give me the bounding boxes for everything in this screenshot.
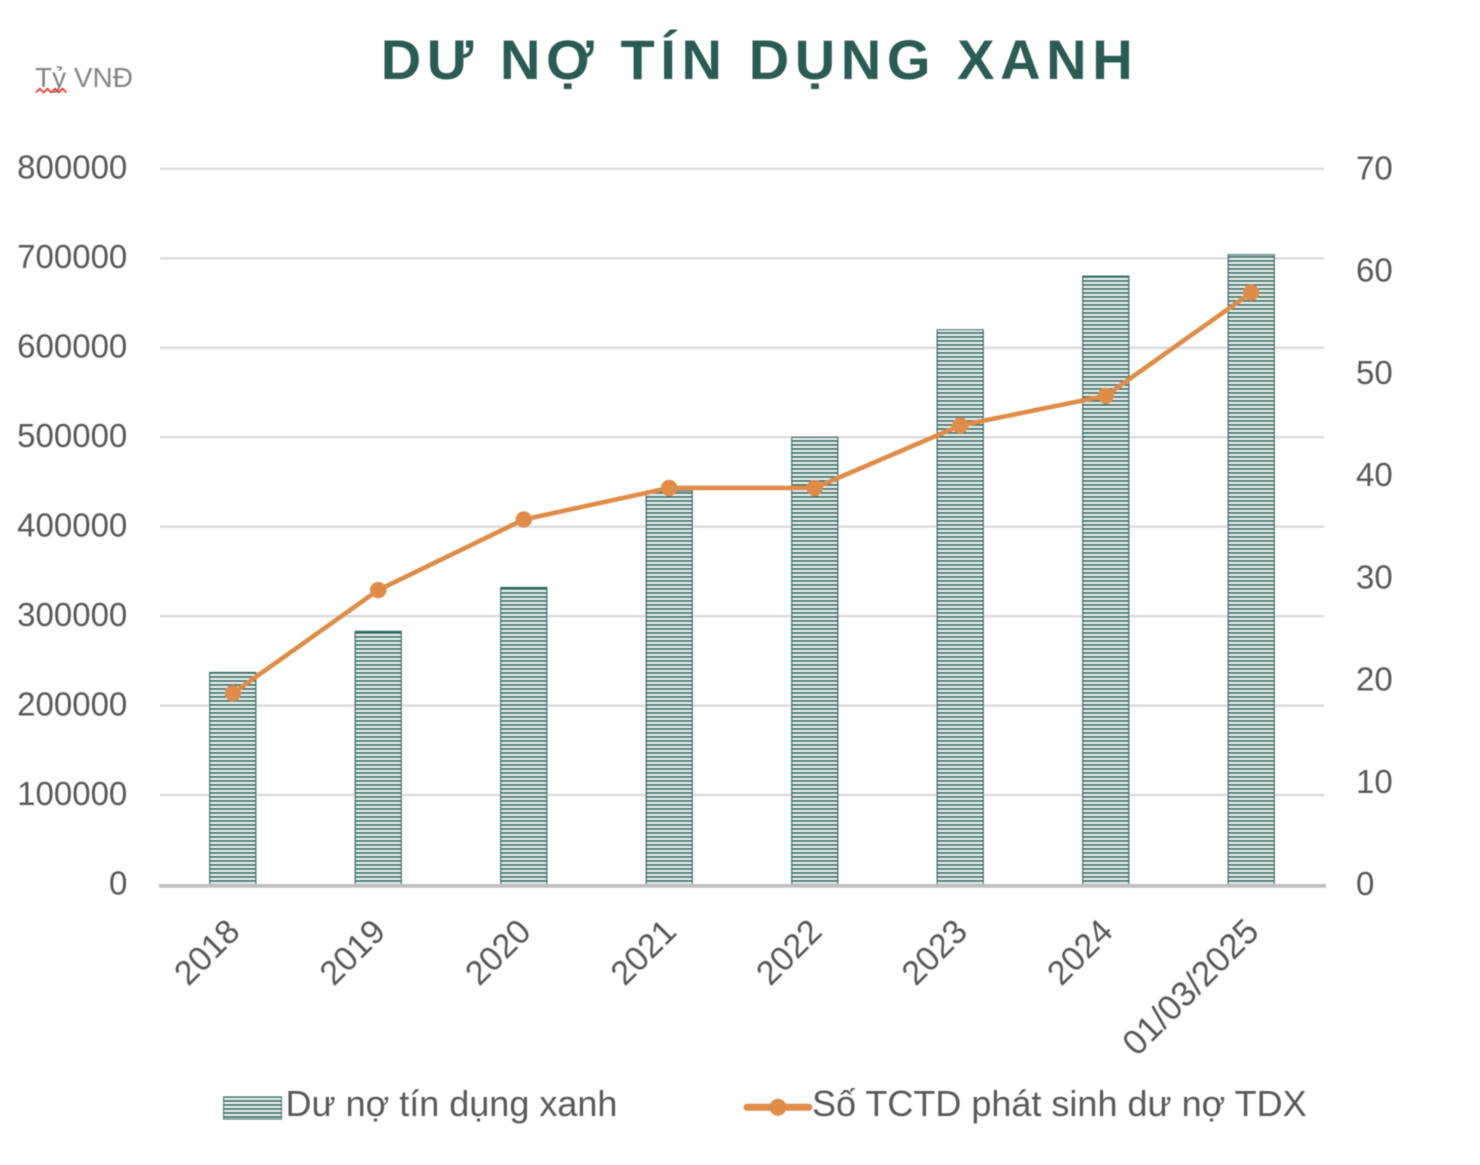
svg-text:0: 0 — [1356, 865, 1374, 902]
svg-text:60: 60 — [1356, 252, 1393, 289]
svg-text:20: 20 — [1356, 661, 1393, 698]
svg-text:50: 50 — [1356, 354, 1393, 391]
svg-text:30: 30 — [1356, 558, 1393, 595]
svg-text:700000: 700000 — [17, 238, 127, 275]
svg-text:0: 0 — [109, 864, 127, 901]
svg-text:300000: 300000 — [17, 596, 127, 633]
svg-text:70: 70 — [1356, 149, 1393, 186]
svg-text:100000: 100000 — [17, 775, 127, 812]
svg-text:DƯ NỢ TÍN DỤNG XANH: DƯ NỢ TÍN DỤNG XANH — [381, 28, 1139, 91]
svg-text:40: 40 — [1356, 456, 1393, 493]
svg-text:Dư nợ tín dụng xanh: Dư nợ tín dụng xanh — [286, 1083, 618, 1124]
svg-text:10: 10 — [1356, 763, 1393, 800]
svg-text:400000: 400000 — [17, 507, 127, 544]
svg-text:800000: 800000 — [17, 149, 127, 186]
svg-text:500000: 500000 — [17, 417, 127, 454]
svg-text:Số TCTD phát sinh dư nợ TDX: Số TCTD phát sinh dư nợ TDX — [812, 1083, 1307, 1124]
svg-text:Tỷ VNĐ: Tỷ VNĐ — [35, 62, 133, 93]
svg-text:200000: 200000 — [17, 685, 127, 722]
svg-text:600000: 600000 — [17, 328, 127, 365]
